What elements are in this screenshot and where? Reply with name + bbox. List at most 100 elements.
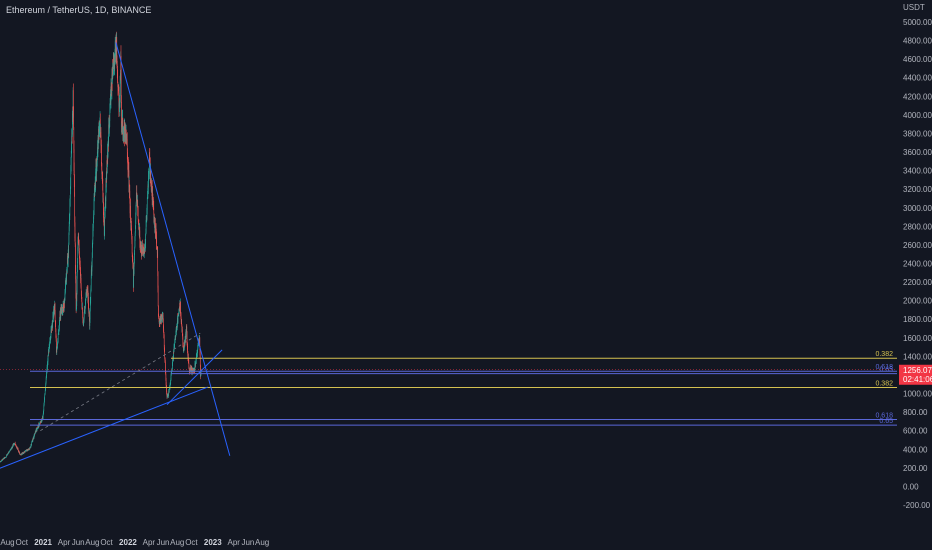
- candle-body: [182, 329, 183, 336]
- candle-body: [199, 346, 201, 356]
- candle-body: [56, 348, 58, 353]
- candle-body: [194, 364, 196, 370]
- candle-body: [96, 163, 97, 174]
- x-tick-label: Jun: [72, 538, 85, 547]
- candle-body: [150, 169, 152, 182]
- candle-body: [169, 389, 170, 390]
- candle-body: [172, 359, 173, 364]
- candle-body: [88, 297, 89, 306]
- fib-label-lower: 0.382: [875, 381, 893, 388]
- x-tick-label: 2023: [204, 538, 222, 547]
- y-tick-label: 2400.00: [903, 260, 932, 269]
- candle-body: [41, 419, 42, 421]
- candle-body: [69, 203, 71, 216]
- candle-body: [19, 452, 20, 454]
- candle-body: [168, 391, 169, 396]
- candle-body: [73, 90, 74, 107]
- candle-body: [149, 157, 151, 165]
- candle-body: [6, 456, 7, 457]
- candle-body: [152, 199, 154, 203]
- x-tick-label: Apr: [143, 538, 156, 547]
- y-tick-label: 600.00: [903, 427, 928, 436]
- candle-body: [170, 375, 172, 381]
- y-tick-label: 4000.00: [903, 111, 932, 120]
- candle-body: [57, 334, 59, 340]
- y-tick-label: 1800.00: [903, 315, 932, 324]
- candle-body: [146, 198, 148, 210]
- candle-body: [136, 195, 137, 204]
- candle-body: [186, 331, 188, 344]
- y-tick-label: 2800.00: [903, 222, 932, 231]
- candle-body: [103, 219, 105, 221]
- y-tick-label: 5000.00: [903, 18, 932, 27]
- candle-body: [89, 301, 91, 311]
- candle-body: [104, 213, 106, 232]
- candle-body: [163, 335, 165, 347]
- candle-body: [64, 300, 66, 304]
- candle-body: [52, 322, 53, 328]
- candle-body: [180, 301, 181, 313]
- candle-body: [79, 251, 80, 257]
- candle-body: [8, 452, 9, 454]
- candle-body: [130, 205, 131, 223]
- candle-body: [55, 328, 57, 337]
- x-tick-label: Aug: [170, 538, 184, 547]
- candle-body: [199, 355, 201, 366]
- candle-body: [1, 460, 3, 461]
- candle-body: [90, 290, 92, 301]
- candle-body: [82, 307, 83, 314]
- trendline-rising-support: [166, 349, 223, 406]
- candle-body: [142, 244, 143, 251]
- drawings-layer: [0, 42, 897, 469]
- candle-body: [188, 363, 190, 369]
- candle-body: [33, 435, 35, 438]
- candle-body: [55, 324, 56, 329]
- candle-body: [78, 243, 80, 252]
- candle-body: [102, 183, 104, 199]
- candle-body: [53, 308, 55, 312]
- time-axis: AprJunAugOct2021AprJunAugOct2022AprJunAu…: [0, 538, 269, 547]
- candle-body: [44, 393, 46, 396]
- candles-layer: [0, 31, 202, 463]
- x-tick-label: Oct: [15, 538, 28, 547]
- candle-body: [75, 279, 77, 299]
- candle-body: [176, 327, 178, 330]
- candle-body: [152, 192, 153, 194]
- candle-body: [59, 317, 60, 322]
- x-tick-label: 2021: [34, 538, 52, 547]
- candle-body: [26, 449, 28, 451]
- candle-body: [134, 253, 135, 260]
- candle-body: [73, 127, 75, 150]
- last-price-badge: [899, 364, 932, 385]
- candle-body: [20, 454, 22, 455]
- candle-body: [89, 310, 91, 320]
- y-tick-label: 0.00: [903, 482, 919, 491]
- candle-body: [60, 311, 62, 318]
- candle-body: [13, 444, 14, 446]
- candle-body: [116, 43, 118, 65]
- x-tick-label: Apr: [228, 538, 241, 547]
- candle-body: [83, 317, 85, 321]
- x-tick-label: Jun: [241, 538, 254, 547]
- candle-body: [47, 355, 49, 362]
- candle-body: [100, 135, 102, 146]
- candle-body: [137, 210, 139, 220]
- candle-body: [124, 126, 126, 138]
- candle-body: [162, 315, 164, 319]
- candle-body: [58, 332, 59, 335]
- candle-body: [37, 426, 39, 428]
- candle-body: [173, 351, 174, 359]
- candle-body: [34, 433, 36, 435]
- candle-body: [181, 320, 182, 326]
- candle-body: [88, 305, 89, 311]
- candle-body: [83, 322, 84, 326]
- candle-body: [70, 166, 72, 186]
- y-tick-label: 3400.00: [903, 167, 932, 176]
- candle-body: [44, 395, 46, 398]
- currency-label: USDT: [903, 3, 925, 12]
- y-tick-label: 3600.00: [903, 148, 932, 157]
- candle-body: [76, 291, 78, 302]
